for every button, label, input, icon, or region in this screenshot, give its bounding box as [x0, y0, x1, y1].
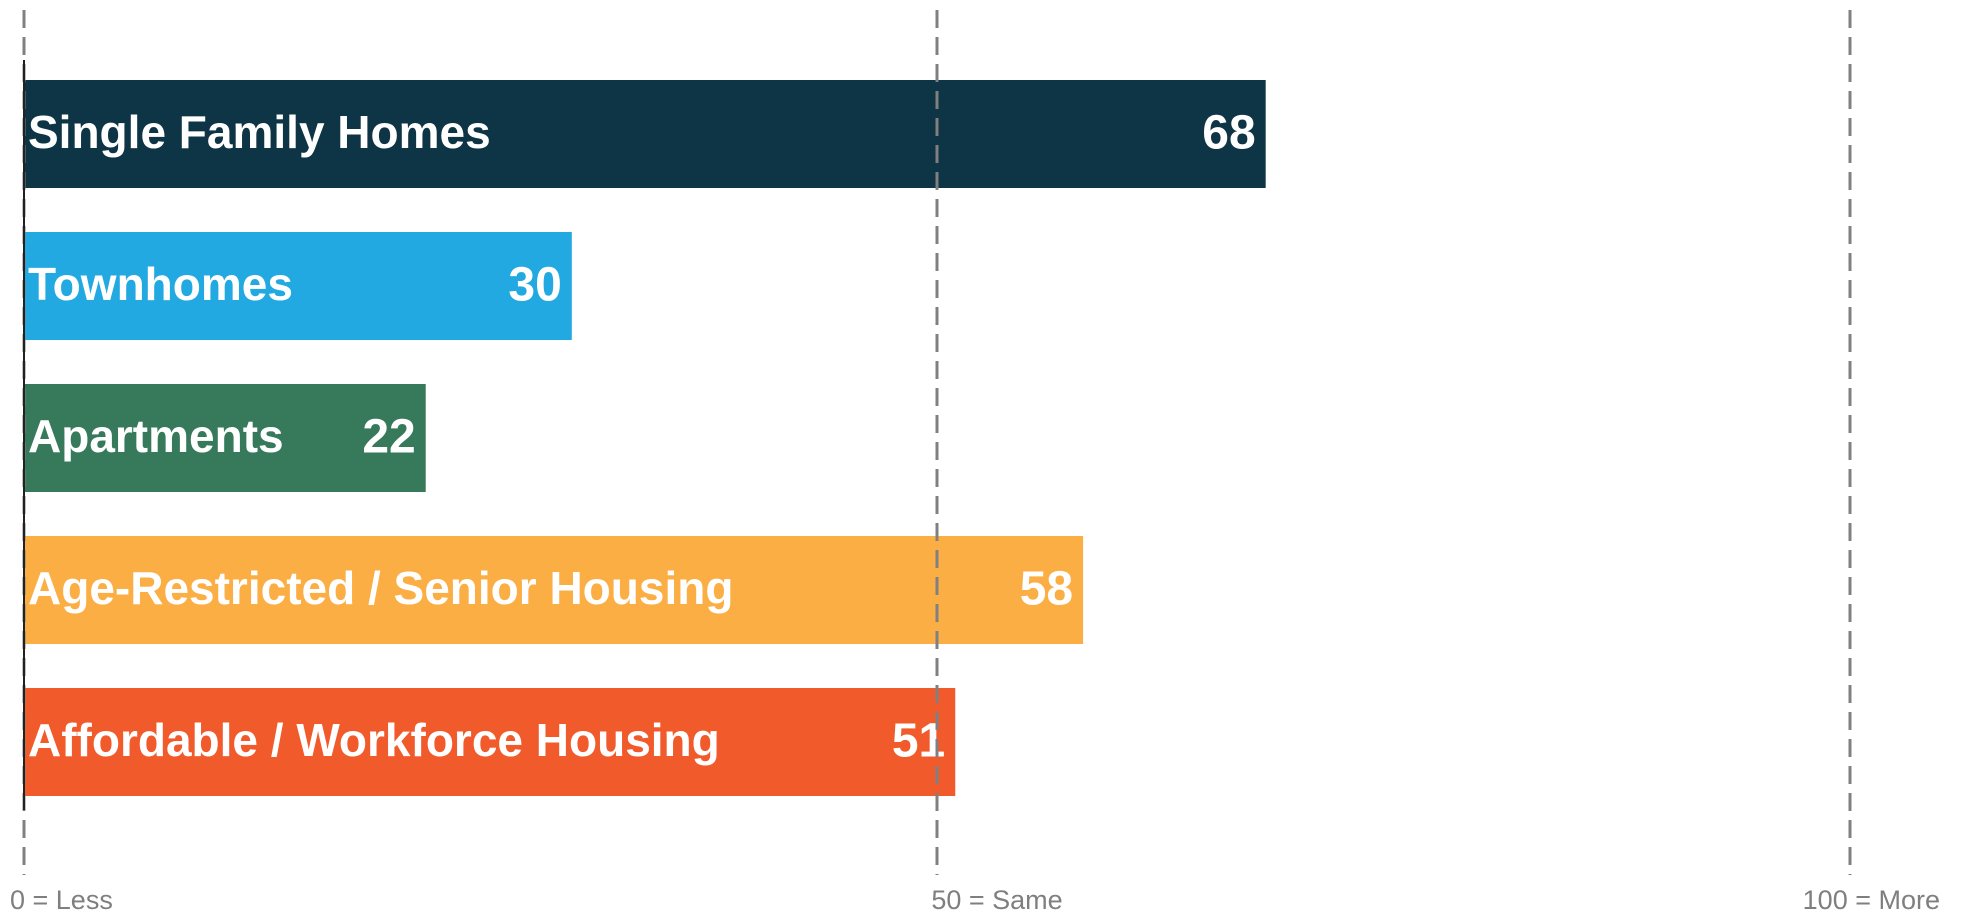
category-label: Apartments — [28, 410, 284, 462]
bar — [24, 688, 956, 796]
bar — [24, 232, 572, 340]
bar — [24, 384, 426, 492]
category-label: Townhomes — [28, 258, 293, 310]
bar — [24, 80, 1266, 188]
category-label: Age-Restricted / Senior Housing — [28, 562, 733, 614]
bar — [24, 536, 1084, 644]
category-label: Single Family Homes — [28, 106, 491, 158]
value-label: 22 — [362, 411, 415, 464]
x-tick-label: 0 = Less — [10, 885, 113, 915]
x-tick-label: 50 = Same — [931, 885, 1062, 915]
x-tick-label: 100 = More — [1803, 885, 1940, 915]
category-label: Affordable / Workforce Housing — [28, 714, 720, 766]
value-label: 68 — [1202, 107, 1255, 160]
value-label: 30 — [508, 259, 561, 312]
value-label: 58 — [1020, 563, 1073, 616]
